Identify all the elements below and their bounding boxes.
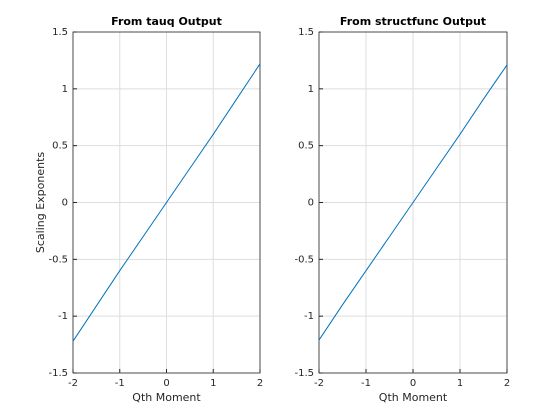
x-tick-label: -2 (314, 378, 324, 389)
x-tick-label: -1 (361, 378, 371, 389)
x-tick-label: -1 (115, 378, 125, 389)
y-tick-label: 0 (62, 198, 68, 209)
x-tick-label: 2 (257, 378, 263, 389)
chart-title: From tauq Output (111, 15, 222, 28)
y-tick-label: -1.5 (294, 368, 314, 379)
x-axis-label: Qth Moment (379, 391, 448, 404)
y-axis-label: Scaling Exponents (34, 152, 47, 254)
y-tick-label: 1.5 (52, 27, 68, 38)
line (318, 64, 508, 341)
y-tick-label: -0.5 (294, 254, 314, 265)
y-tick-label: -0.5 (48, 254, 68, 265)
y-tick-label: 1 (62, 84, 68, 95)
y-tick-label: 0 (308, 198, 314, 209)
x-tick-label: 0 (163, 378, 169, 389)
x-tick-label: -2 (68, 378, 78, 389)
x-axis-label: Qth Moment (132, 391, 201, 404)
x-tick-label: 1 (210, 378, 216, 389)
chart-title: From structfunc Output (340, 15, 486, 28)
x-tick-label: 0 (410, 378, 416, 389)
y-tick-label: -1 (304, 311, 314, 322)
line (72, 63, 261, 342)
axes-box (72, 31, 261, 374)
y-tick-label: 0.5 (52, 141, 68, 152)
y-tick-label: 1.5 (298, 27, 314, 38)
y-tick-label: 0.5 (298, 141, 314, 152)
x-tick-label: 1 (457, 378, 463, 389)
y-tick-label: -1.5 (48, 368, 68, 379)
y-tick-label: 1 (308, 84, 314, 95)
y-tick-label: -1 (58, 311, 68, 322)
x-tick-label: 2 (504, 378, 510, 389)
axes-box (318, 31, 508, 374)
